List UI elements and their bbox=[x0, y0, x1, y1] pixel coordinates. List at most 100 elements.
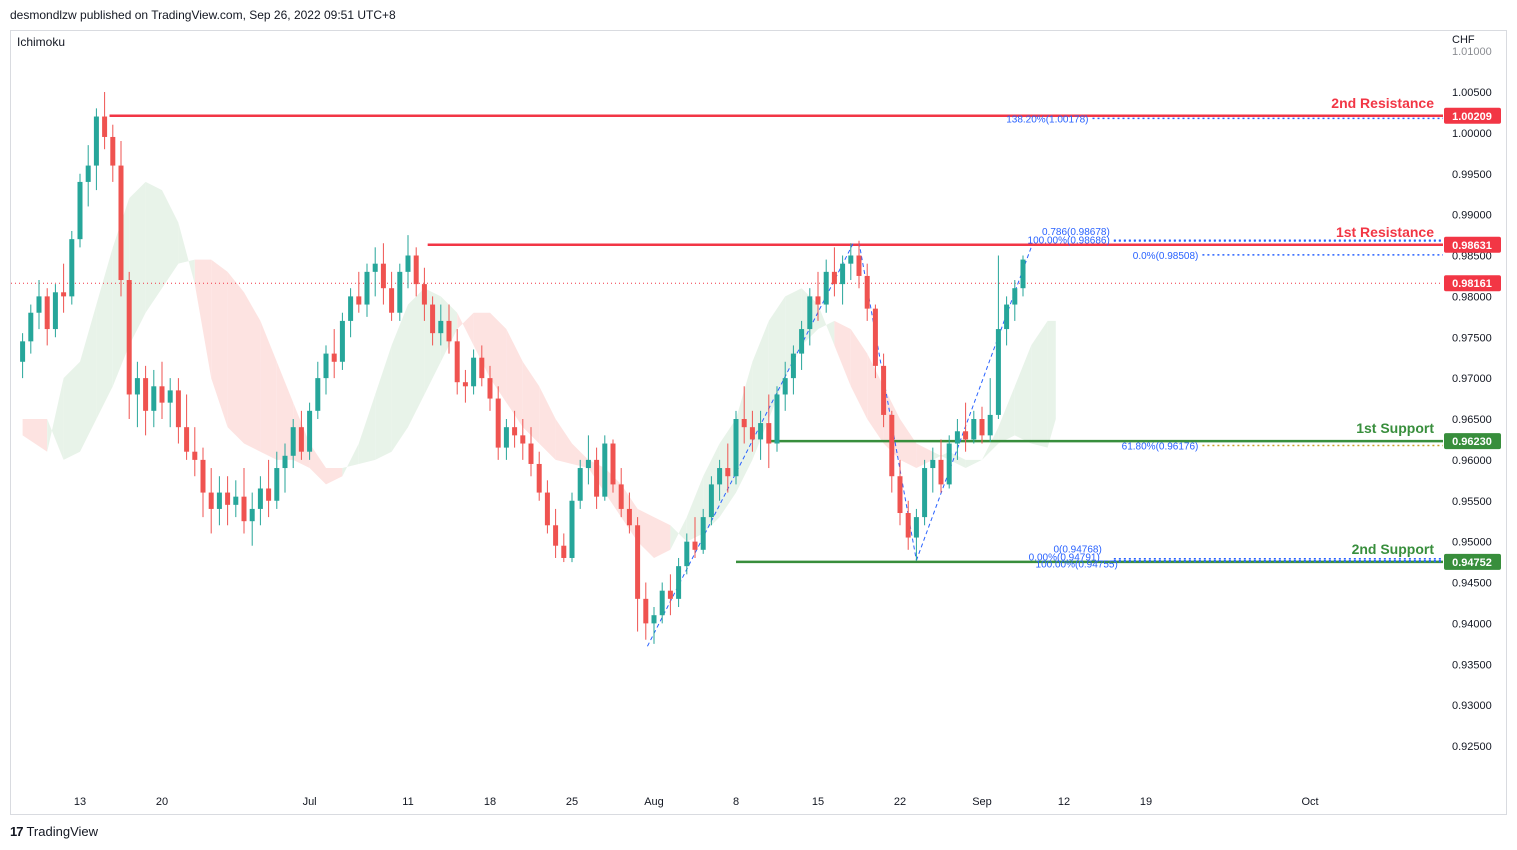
candle-bullish bbox=[233, 480, 239, 518]
candle-bullish bbox=[774, 386, 780, 452]
candle-bearish bbox=[725, 443, 731, 493]
candle-body bbox=[987, 414, 993, 436]
candle-bearish bbox=[512, 410, 518, 448]
candle-bullish bbox=[274, 451, 280, 509]
candle-body bbox=[799, 329, 805, 354]
candle-bullish bbox=[28, 304, 34, 354]
cloud-segment bbox=[309, 443, 326, 485]
candle-body bbox=[840, 263, 846, 285]
candle-body bbox=[889, 414, 895, 477]
candle-bullish bbox=[758, 410, 764, 460]
candle-bullish bbox=[577, 459, 583, 509]
candle-body bbox=[610, 443, 616, 485]
level-price-tag-bg bbox=[1444, 553, 1501, 570]
candle-body bbox=[979, 419, 985, 436]
cloud-segment bbox=[900, 419, 917, 469]
cloud-segment bbox=[22, 419, 48, 452]
candle-bearish bbox=[380, 243, 386, 305]
cloud-segment bbox=[752, 320, 769, 460]
candle-bullish bbox=[790, 345, 796, 395]
level-price-tag-bg bbox=[1444, 433, 1501, 450]
candle-bullish bbox=[216, 476, 222, 526]
candle-bearish bbox=[741, 386, 747, 444]
candle-bearish bbox=[430, 296, 436, 346]
candle-body bbox=[339, 320, 345, 362]
candle-body bbox=[569, 500, 575, 558]
candle-body bbox=[282, 455, 288, 469]
indicator-legend[interactable]: Ichimoku bbox=[17, 35, 66, 49]
candle-body bbox=[758, 423, 764, 440]
fib-label: 0.786(0.98678) bbox=[1042, 227, 1110, 238]
cloud-segment bbox=[785, 288, 802, 379]
candle-bearish bbox=[454, 329, 460, 395]
candle-body bbox=[249, 508, 255, 522]
candle-body bbox=[85, 165, 91, 182]
candle-body bbox=[520, 435, 526, 444]
candle-bullish bbox=[807, 288, 813, 346]
candle-bearish bbox=[126, 271, 132, 419]
candle-body bbox=[77, 181, 83, 240]
candle-bearish bbox=[159, 361, 165, 419]
candle-bearish bbox=[864, 263, 870, 321]
candle-bullish bbox=[799, 320, 805, 370]
candle-bullish bbox=[290, 419, 296, 469]
support-resistance-levels: 2nd Resistance 1st Resistance 1st Support 2… bbox=[11, 95, 1443, 564]
tradingview-logo-icon: 17 bbox=[10, 824, 24, 839]
candle-bearish bbox=[143, 365, 149, 436]
cloud-segment bbox=[358, 394, 376, 464]
candle-bearish bbox=[766, 394, 772, 469]
cloud-segment bbox=[539, 386, 556, 460]
candle-bullish bbox=[93, 108, 99, 191]
cloud-segment bbox=[654, 517, 671, 558]
trend-line bbox=[858, 242, 917, 561]
tradingview-brand[interactable]: 17 TradingView bbox=[10, 824, 98, 839]
candle-bearish bbox=[413, 247, 419, 297]
candle-body bbox=[503, 427, 509, 448]
candle-bearish bbox=[594, 447, 600, 509]
candle-body bbox=[405, 255, 411, 272]
candle-bullish bbox=[1020, 255, 1026, 297]
cloud-segment bbox=[129, 181, 146, 346]
candle-body bbox=[831, 271, 837, 285]
candle-bearish bbox=[208, 468, 214, 534]
candle-body bbox=[397, 271, 403, 313]
candle-body bbox=[315, 378, 321, 411]
time-axis: 13 20 Jul 11 18 25 Aug 8 15 22 Sep 12 19 Oct bbox=[74, 796, 1319, 808]
candle-bearish bbox=[495, 386, 501, 460]
candle-body bbox=[93, 116, 99, 166]
fib-label: 0.0%(0.98508) bbox=[1133, 251, 1199, 262]
last-price-tag-bg bbox=[1444, 275, 1501, 292]
cloud-segment bbox=[818, 304, 835, 346]
y-tick-label: 0.96000 bbox=[1452, 455, 1492, 467]
candle-bullish bbox=[1012, 280, 1018, 321]
candle-bullish bbox=[971, 410, 977, 444]
candle-bullish bbox=[503, 419, 509, 460]
candle-bearish bbox=[479, 345, 485, 387]
candle-bullish bbox=[602, 435, 608, 501]
candle-body bbox=[175, 390, 181, 428]
candle-body bbox=[110, 136, 116, 166]
cloud-segment bbox=[506, 329, 523, 428]
candle-body bbox=[741, 419, 747, 428]
cloud-segment bbox=[391, 304, 408, 452]
candle-bullish bbox=[339, 312, 345, 370]
candle-bullish bbox=[249, 492, 255, 546]
candle-bullish bbox=[684, 533, 690, 575]
candle-bearish bbox=[979, 406, 985, 444]
candle-body bbox=[651, 615, 657, 624]
candle-bearish bbox=[298, 410, 304, 460]
candle-bullish bbox=[1004, 296, 1010, 346]
candle-bearish bbox=[536, 451, 542, 501]
candle-body bbox=[52, 292, 58, 330]
y-tick-label-top: 1.01000 bbox=[1452, 46, 1492, 58]
y-tick-label: 0.99500 bbox=[1452, 169, 1492, 181]
cloud-segment bbox=[965, 459, 982, 469]
y-tick-label: 0.94500 bbox=[1452, 578, 1492, 590]
candle-body bbox=[454, 341, 460, 383]
candle-body bbox=[143, 378, 149, 411]
candle-bearish bbox=[61, 263, 67, 313]
candle-bearish bbox=[881, 353, 887, 428]
cloud-segment bbox=[178, 222, 195, 285]
candle-body bbox=[815, 296, 821, 305]
